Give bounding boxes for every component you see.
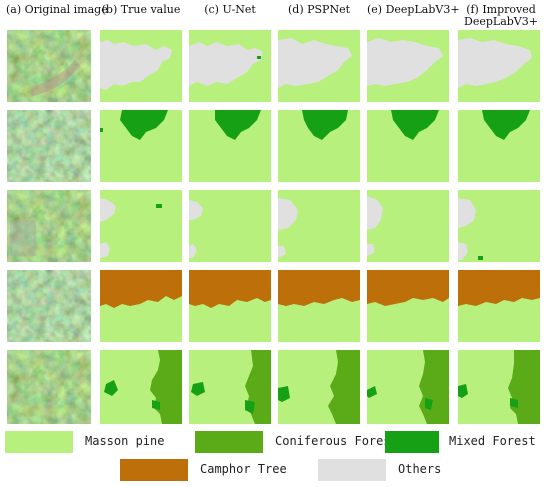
header-deeplabv3plus: (e) DeepLabV3+ (367, 3, 460, 16)
seg-3-true (100, 190, 182, 262)
row-1 (7, 30, 540, 102)
seg-3-pspnet (278, 190, 360, 262)
seg-1-true (100, 30, 182, 102)
legend-label-masson-pine: Masson pine (85, 434, 165, 448)
seg-5-unet (189, 350, 271, 424)
seg-4-improved (458, 270, 540, 342)
row-2 (7, 110, 540, 182)
original-image-1-path (30, 60, 80, 96)
header-true-value: (b) True value (101, 3, 181, 16)
seg-5-pspnet (278, 350, 360, 424)
seg-2-unet (189, 110, 271, 182)
legend-swatch-mixed-forest (385, 431, 439, 453)
seg-4-true (100, 270, 182, 342)
legend-swatch-others (318, 459, 386, 481)
seg-3-unet (189, 190, 271, 262)
seg-1-pspnet (278, 30, 360, 102)
legend-label-mixed-forest: Mixed Forest (449, 434, 536, 448)
seg-5-true (100, 350, 182, 424)
original-image-2 (7, 110, 91, 182)
row-3 (7, 190, 540, 262)
row-5 (7, 350, 540, 424)
original-image-3 (7, 190, 91, 262)
original-image-4 (7, 270, 91, 342)
seg-2-true (100, 110, 182, 182)
seg-3-deeplabv3plus (367, 190, 449, 262)
header-improved-line-1: (f) Improved (466, 3, 536, 16)
seg-5-improved (458, 350, 540, 424)
seg-3-improved (458, 190, 540, 262)
seg-1-improved (458, 30, 540, 102)
legend-swatch-masson-pine (5, 431, 73, 453)
legend-label-others: Others (398, 462, 442, 476)
header-unet: (c) U-Net (204, 3, 256, 16)
seg-2-improved (458, 110, 540, 182)
segmentation-grid (7, 30, 540, 424)
seg-4-pspnet (278, 270, 360, 342)
legend-swatch-coniferous-forest (195, 431, 263, 453)
header-improved-deeplabv3plus: (f) Improved DeepLabV3+ (458, 4, 544, 28)
legend-label-coniferous-forest: Coniferous Forest (275, 434, 398, 448)
header-pspnet: (d) PSPNet (287, 3, 350, 16)
seg-1-unet (189, 30, 271, 102)
legend-label-camphor-tree: Camphor Tree (200, 462, 287, 476)
seg-1-deeplabv3plus (367, 30, 449, 102)
seg-4-unet (189, 270, 271, 342)
seg-4-deeplabv3plus (367, 270, 449, 342)
seg-5-deeplabv3plus (367, 350, 449, 424)
seg-2-pspnet (278, 110, 360, 182)
legend-swatch-camphor-tree (120, 459, 188, 481)
header-improved-line-2: DeepLabV3+ (464, 15, 538, 28)
header-original-image: (a) Original image (6, 3, 108, 16)
seg-2-deeplabv3plus (367, 110, 449, 182)
row-4 (7, 270, 540, 342)
original-image-5 (7, 350, 91, 424)
